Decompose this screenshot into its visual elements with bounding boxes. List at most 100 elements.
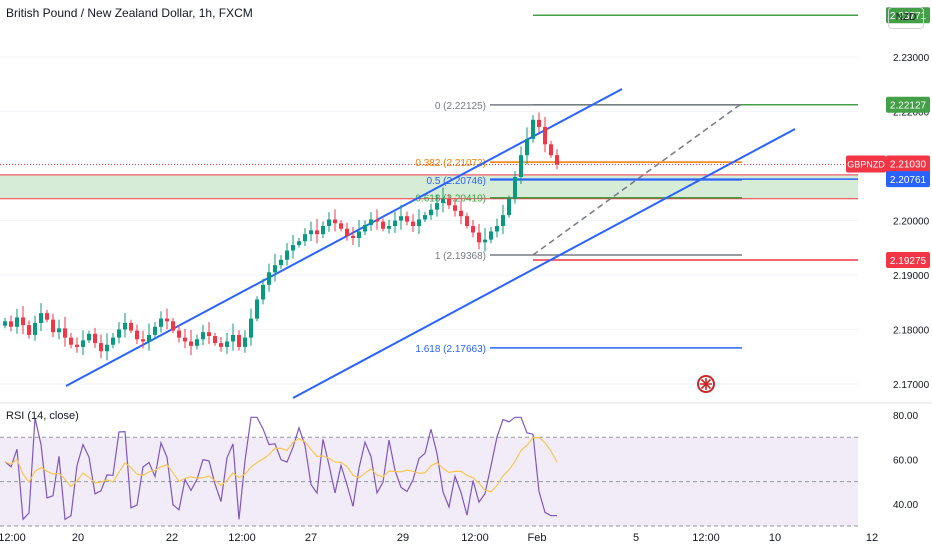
candle-body [357, 231, 361, 238]
time-tick-label: 12:00 [461, 532, 489, 544]
candle-body [333, 219, 337, 224]
candle-body [81, 340, 85, 347]
rsi-title: RSI (14, close) [6, 410, 79, 422]
candle-body [243, 337, 247, 347]
candle-body [543, 126, 547, 145]
time-axis[interactable]: 12:00 20 22 12:00 27 29 12:00 Feb 5 12:00 10 12 [0, 532, 878, 544]
candle-body [183, 337, 187, 342]
candle-body [393, 220, 397, 227]
candle-body [237, 334, 241, 347]
candle-body [429, 209, 433, 216]
candle-body [171, 321, 175, 331]
time-tick-label: 20 [72, 532, 84, 544]
candle-body [153, 326, 157, 335]
time-tick-label: 27 [305, 532, 317, 544]
candle-body [231, 334, 235, 342]
candle-body [435, 203, 439, 210]
candle-body [135, 330, 139, 340]
candle-body [123, 322, 127, 330]
price-badge [886, 7, 930, 24]
candle-body [45, 313, 49, 320]
candle-body [285, 250, 289, 260]
candle-body [189, 341, 193, 346]
candle-body [195, 339, 199, 346]
candle-body [327, 219, 331, 227]
candle-body [351, 235, 355, 238]
candle-body [405, 216, 409, 222]
price-badge-text: 2.21030 [890, 159, 927, 170]
price-tick-label: 2.17000 [893, 380, 930, 391]
time-tick-label: Feb [528, 532, 547, 544]
symbol-badge [846, 155, 886, 173]
candle-body [537, 119, 541, 127]
candle-body [207, 332, 211, 337]
candle-body [291, 245, 295, 251]
candle-body [57, 328, 61, 333]
candle-body [321, 226, 325, 235]
channel-upper-line [65, 88, 623, 387]
candle-body [225, 341, 229, 347]
price-badge-text: 2.22127 [890, 101, 927, 112]
price-tick-label: 2.19000 [893, 271, 930, 282]
candle-body [459, 210, 463, 217]
candle-body [483, 239, 487, 243]
candle-body [117, 329, 121, 338]
candle-body [177, 330, 181, 338]
support-zones [0, 14, 858, 261]
candle-body [519, 155, 523, 177]
candle-body [489, 231, 493, 240]
time-tick-label: 22 [166, 532, 178, 544]
candle-body [315, 230, 319, 235]
uk-flag-icon[interactable] [697, 375, 715, 393]
time-tick-label: 5 [633, 532, 639, 544]
candle-body [471, 226, 475, 233]
price-tick-label: 2.18000 [893, 325, 930, 336]
time-tick-label: 29 [397, 532, 409, 544]
rsi-pane[interactable]: 80.00 60.00 40.00 [0, 411, 918, 527]
candle-body [525, 138, 529, 156]
candle-body [129, 322, 133, 331]
candle-body [417, 219, 421, 227]
candle-body [21, 317, 25, 326]
candle-body [411, 221, 415, 227]
candle-body [9, 321, 13, 327]
rsi-tick-label: 40.00 [893, 500, 918, 511]
trend-channel[interactable] [65, 88, 796, 399]
candle-body [267, 272, 271, 285]
chart-title: British Pound / New Zealand Dollar, 1h, … [6, 6, 253, 20]
fib-trend-dashed [532, 104, 741, 256]
candle-body [477, 232, 481, 243]
price-badge-text: 2.19275 [890, 256, 927, 267]
candle-body [387, 226, 391, 229]
candle-body [111, 337, 115, 345]
candle-body [147, 334, 151, 342]
candle-body [255, 299, 259, 319]
candle-body [513, 176, 517, 199]
candle-body [63, 328, 67, 338]
candle-body [15, 317, 19, 327]
candle-body [75, 344, 79, 347]
candle-body [39, 313, 43, 323]
time-tick-label: 12 [866, 532, 878, 544]
price-badge [886, 96, 930, 113]
candle-body [309, 230, 313, 235]
fibonacci-retracement[interactable]: 0 (2.22125)0.382 (2.21072)0.5 (2.20746)0… [415, 101, 742, 355]
candle-body [339, 223, 343, 229]
candle-body [447, 198, 451, 206]
price-axis[interactable]: 2.23000 2.22000 2.20000 2.19000 2.18000 2.170… [893, 53, 930, 391]
candle-body [423, 215, 427, 220]
candle-body [507, 198, 511, 216]
price-badge [886, 171, 930, 188]
candle-body [345, 228, 349, 236]
candle-body [369, 219, 373, 225]
candle-body [375, 219, 379, 222]
candle-body [261, 284, 265, 300]
candlestick-series [3, 112, 559, 361]
fib-label-0: 0 (2.22125) [435, 101, 486, 112]
candle-body [297, 241, 301, 246]
candle-body [141, 339, 145, 342]
currency-button[interactable]: NZD [888, 7, 924, 29]
fib-label-1: 1 (2.19368) [435, 251, 486, 262]
price-grid [0, 56, 858, 385]
